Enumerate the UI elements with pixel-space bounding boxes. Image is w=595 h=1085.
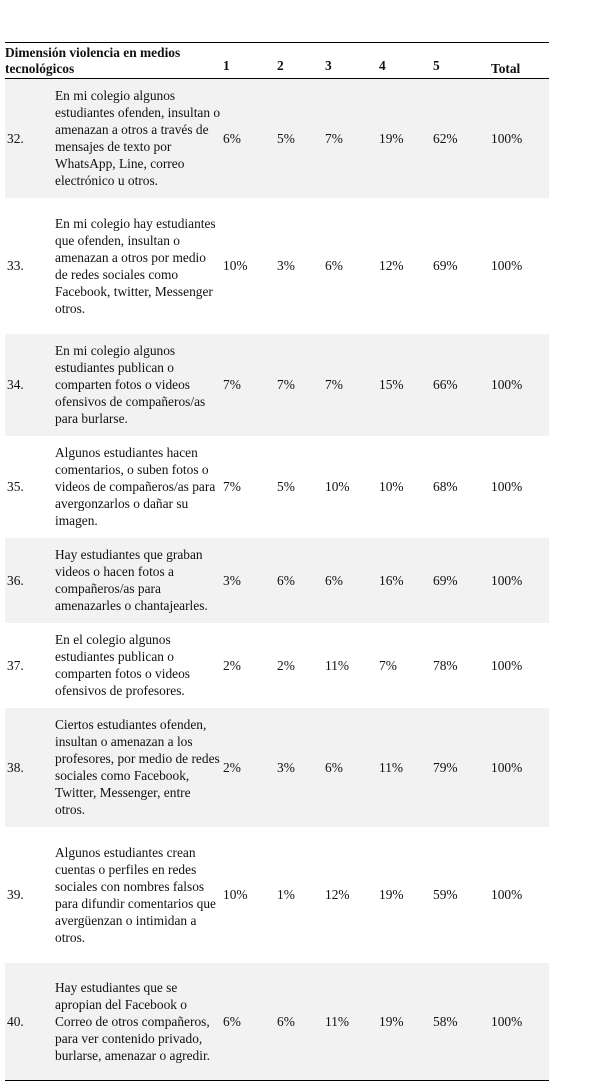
header-cell: Total xyxy=(491,61,521,76)
header-cell: 2 xyxy=(277,57,284,73)
item-number: 39. xyxy=(7,887,24,902)
percent-cell: 6% xyxy=(325,759,343,775)
percent-cell: 68% xyxy=(433,479,458,494)
item-text: En mi colegio algunos estudiantes public… xyxy=(55,343,206,426)
percent-cell: 100% xyxy=(491,377,523,392)
percent-cell: 59% xyxy=(433,887,458,902)
item-text: Hay estudiantes que se apropian del Face… xyxy=(55,979,211,1063)
header-row: Dimensión violencia en medios tecnológic… xyxy=(5,42,549,79)
percent-cell: 6% xyxy=(277,1013,295,1029)
item-text: Algunos estudiantes crean cuentas o perf… xyxy=(55,844,217,945)
percent-cell: 10% xyxy=(223,258,248,273)
percent-cell: 6% xyxy=(223,1013,241,1029)
header-cell: 1 xyxy=(223,57,230,73)
percent-cell: 16% xyxy=(379,572,404,588)
table-row: 35. Algunos estudiantes hacen comentarios… xyxy=(5,436,549,538)
table-row: 37. En el colegio algunos estudiantes pub… xyxy=(5,623,549,708)
percent-cell: 6% xyxy=(277,572,295,588)
percent-cell: 7% xyxy=(223,479,241,494)
percent-cell: 12% xyxy=(379,258,404,273)
percent-cell: 7% xyxy=(379,657,397,673)
percent-cell: 100% xyxy=(491,759,523,775)
table-header: Dimensión violencia en medios tecnológic… xyxy=(5,42,549,79)
item-text: En el colegio algunos estudiantes public… xyxy=(55,632,190,698)
header-cell: 5 xyxy=(433,57,440,73)
percent-cell: 66% xyxy=(433,377,458,392)
percent-cell: 7% xyxy=(325,130,343,146)
item-number: 33. xyxy=(7,258,24,273)
percent-cell: 1% xyxy=(277,887,295,902)
percent-cell: 100% xyxy=(491,1013,523,1029)
table-row: 34. En mi colegio algunos estudiantes pub… xyxy=(5,333,549,436)
percent-cell: 3% xyxy=(277,759,295,775)
table-row: 33. En mi colegio hay estudiantes que ofe… xyxy=(5,198,549,334)
percent-cell: 7% xyxy=(277,377,295,392)
percent-cell: 78% xyxy=(433,657,458,673)
item-number: 40. xyxy=(7,1013,24,1029)
percent-cell: 19% xyxy=(379,130,404,146)
percent-cell: 100% xyxy=(491,887,523,902)
percent-cell: 5% xyxy=(277,479,295,494)
table-row: 38. Ciertos estudiantes ofenden, insultan… xyxy=(5,707,549,827)
percent-cell: 11% xyxy=(325,657,350,673)
percent-cell: 62% xyxy=(433,130,458,146)
table-row: 36. Hay estudiantes que graban videos o h… xyxy=(5,537,549,623)
table-row: 40. Hay estudiantes que se apropian del F… xyxy=(5,962,549,1081)
percent-cell: 19% xyxy=(379,1013,404,1029)
item-number: 34. xyxy=(7,377,24,392)
header-cell: 4 xyxy=(379,57,386,73)
percent-cell: 2% xyxy=(223,657,241,673)
item-number: 32. xyxy=(7,130,24,146)
percent-cell: 6% xyxy=(223,130,241,146)
item-text: Ciertos estudiantes ofenden, insultan o … xyxy=(55,717,220,817)
percent-cell: 6% xyxy=(325,258,343,273)
item-text: Hay estudiantes que graban videos o hace… xyxy=(55,547,208,613)
header-cell: Dimensión violencia en medios tecnológic… xyxy=(5,45,181,76)
percent-cell: 10% xyxy=(223,887,248,902)
header-cell: 3 xyxy=(325,57,332,73)
percent-cell: 100% xyxy=(491,657,523,673)
table-body: 32. En mi colegio algunos estudiantes ofe… xyxy=(5,78,549,1081)
percent-cell: 10% xyxy=(379,479,404,494)
percent-cell: 69% xyxy=(433,572,458,588)
percent-cell: 7% xyxy=(223,377,241,392)
percent-cell: 10% xyxy=(325,479,350,494)
percent-cell: 3% xyxy=(223,572,241,588)
table-row: 32. En mi colegio algunos estudiantes ofe… xyxy=(5,78,549,198)
percent-cell: 11% xyxy=(325,1013,350,1029)
percent-cell: 5% xyxy=(277,130,295,146)
percent-cell: 7% xyxy=(325,377,343,392)
percent-cell: 100% xyxy=(491,258,523,273)
item-number: 35. xyxy=(7,479,24,494)
percent-cell: 6% xyxy=(325,572,343,588)
results-table: Dimensión violencia en medios tecnológic… xyxy=(5,42,549,1081)
percent-cell: 79% xyxy=(433,759,458,775)
item-text: En mi colegio hay estudiantes que ofende… xyxy=(55,215,216,316)
percent-cell: 2% xyxy=(277,657,295,673)
item-number: 37. xyxy=(7,657,24,673)
percent-cell: 100% xyxy=(491,130,523,146)
item-text: Algunos estudiantes hacen comentarios, o… xyxy=(55,445,216,528)
percent-cell: 19% xyxy=(379,887,404,902)
percent-cell: 2% xyxy=(223,759,241,775)
percent-cell: 58% xyxy=(433,1013,458,1029)
percent-cell: 3% xyxy=(277,258,295,273)
item-number: 36. xyxy=(7,572,24,588)
item-number: 38. xyxy=(7,759,24,775)
item-text: En mi colegio algunos estudiantes ofende… xyxy=(55,88,221,189)
percent-cell: 15% xyxy=(379,377,404,392)
percent-cell: 100% xyxy=(491,479,523,494)
percent-cell: 12% xyxy=(325,887,350,902)
percent-cell: 11% xyxy=(379,759,404,775)
percent-cell: 69% xyxy=(433,258,458,273)
percent-cell: 100% xyxy=(491,572,523,588)
table-row: 39. Algunos estudiantes crean cuentas o p… xyxy=(5,827,549,963)
